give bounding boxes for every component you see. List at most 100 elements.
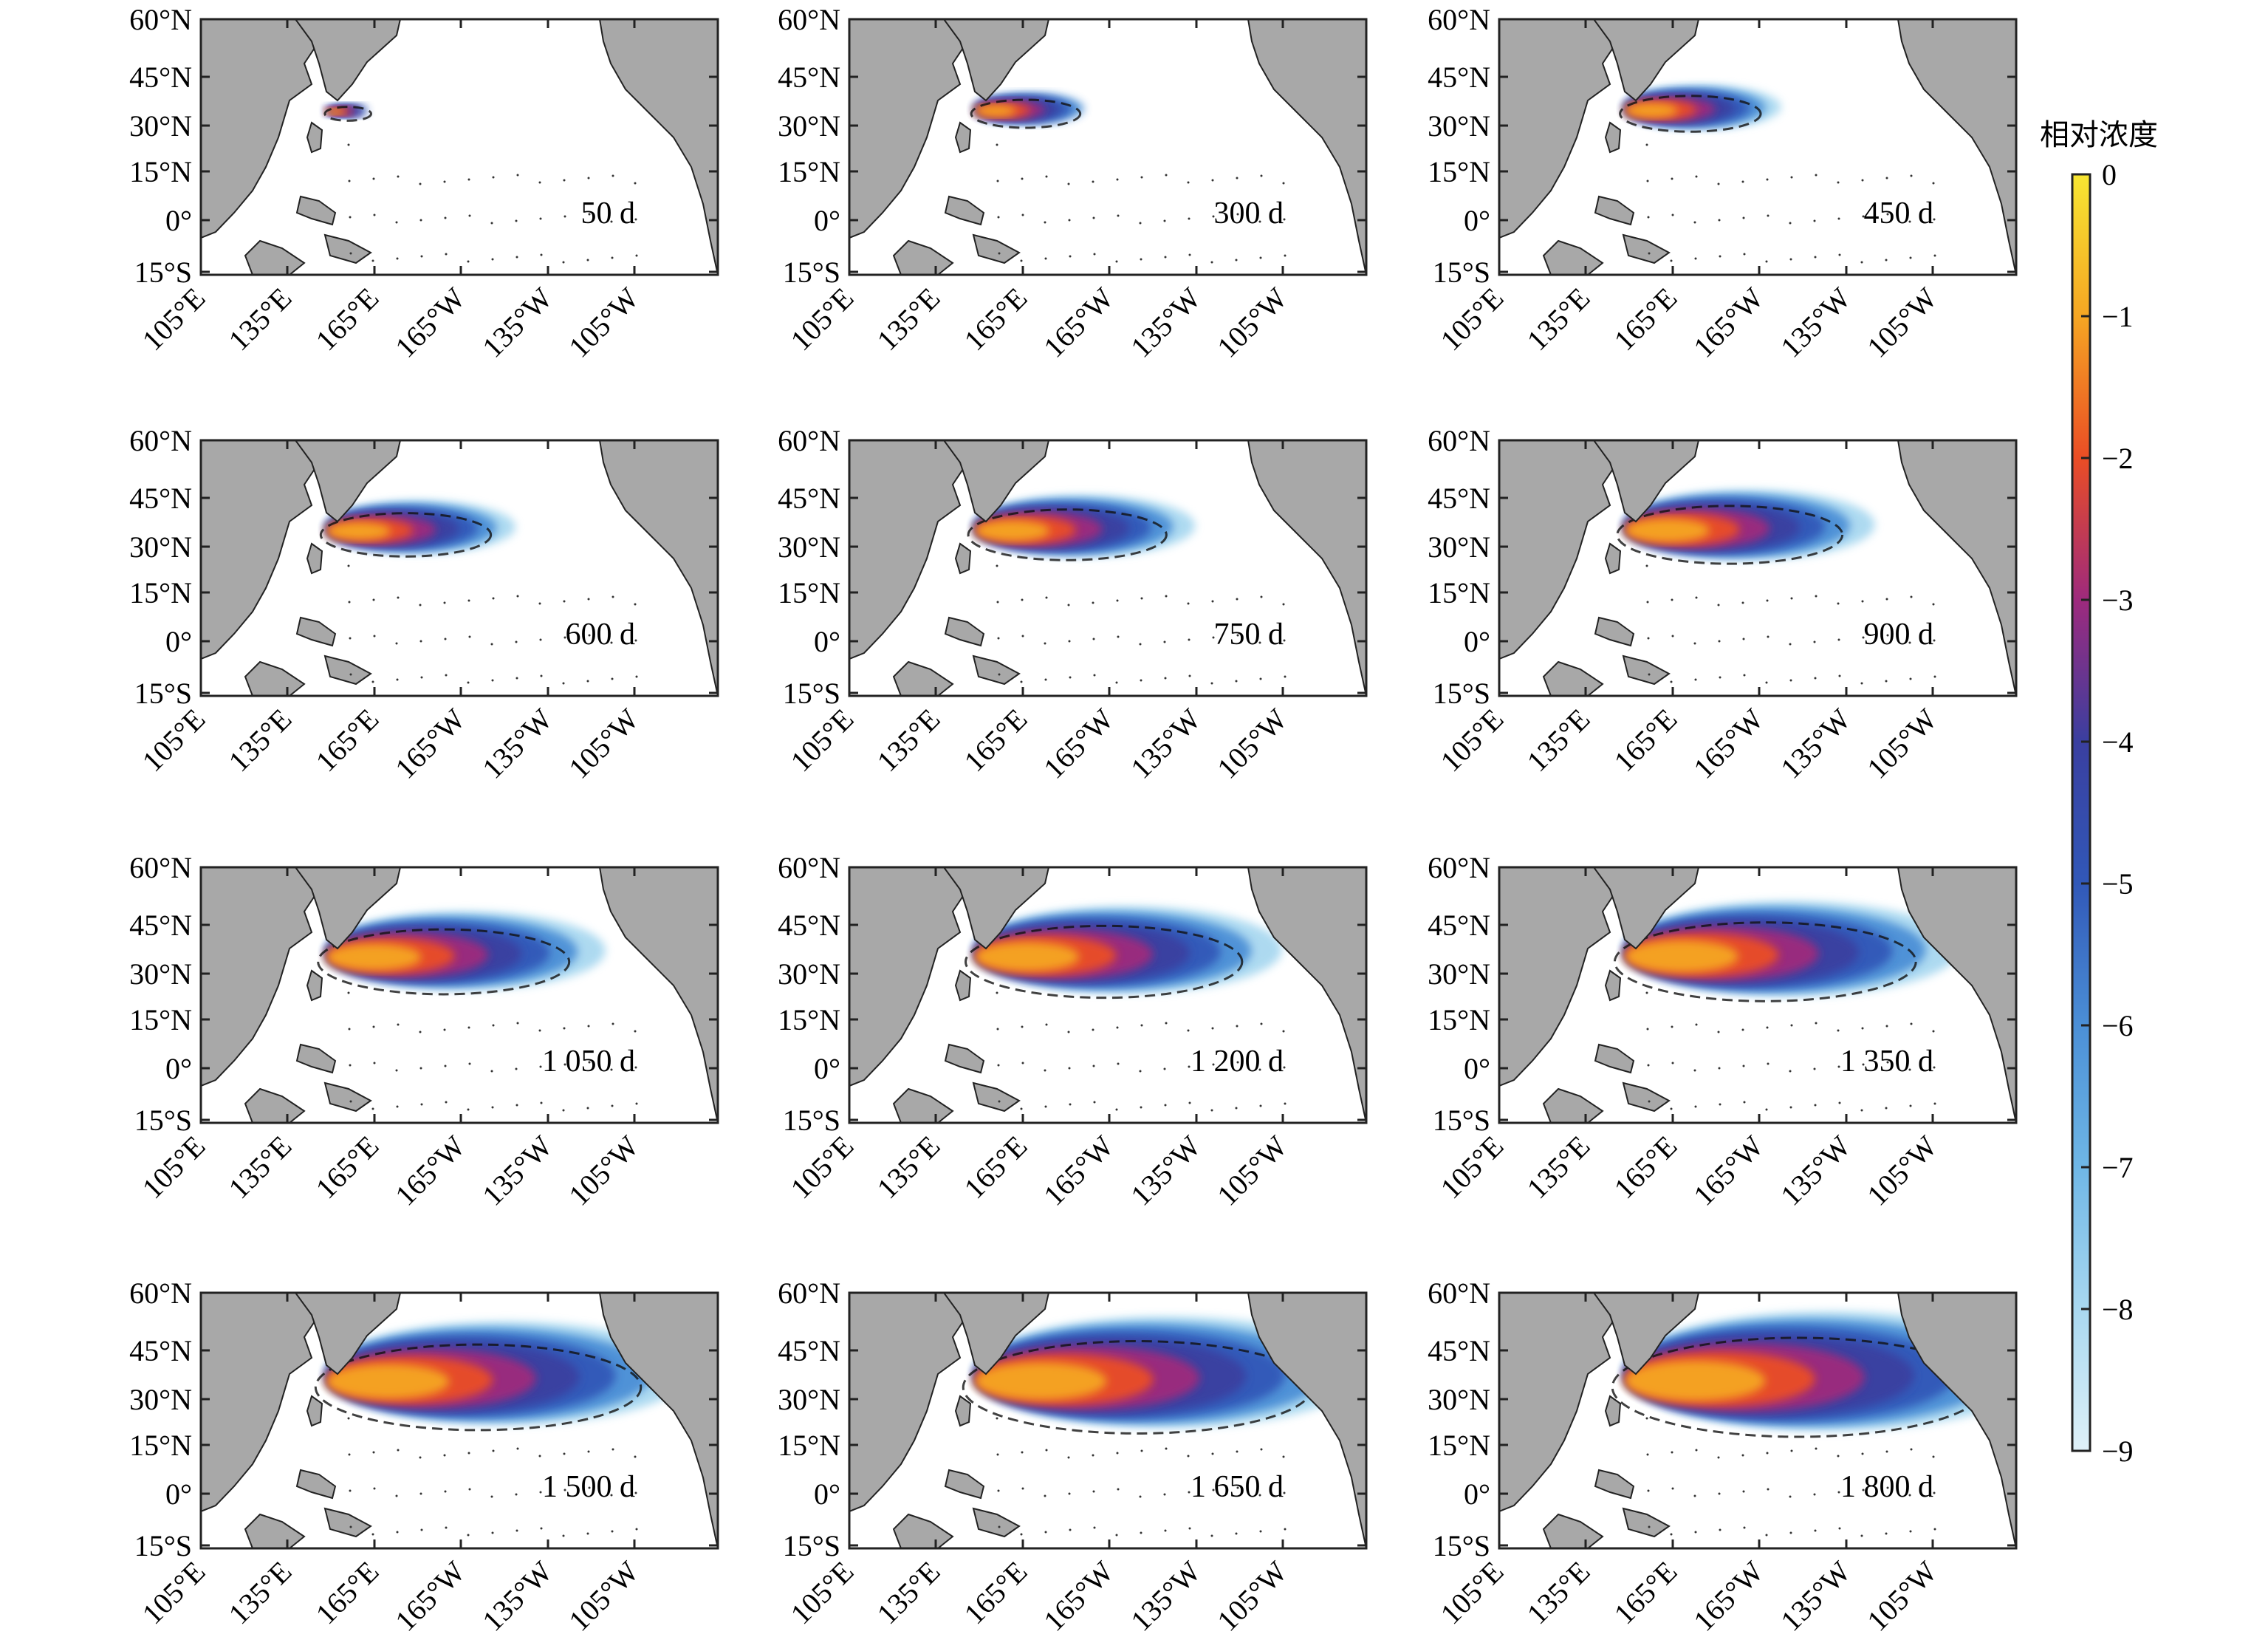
landmass [944,616,985,647]
landmass [942,867,1050,950]
longitude-label: 105°E [1434,703,1510,779]
longitude-label: 105°W [562,1554,645,1637]
concentration-plume [317,912,606,996]
map-frame [1498,18,2018,276]
latitude-label: 0° [165,625,192,658]
landmass [1542,1087,1604,1123]
latitude-label: 15°S [134,256,192,289]
day-label: 600 d [566,618,636,652]
day-label: 1 050 d [542,1045,635,1079]
latitude-label: 45°N [778,482,840,515]
landmass [1897,440,2016,696]
day-label: 750 d [1214,618,1284,652]
concentration-plume [1619,85,1781,133]
latitude-label: 0° [814,204,840,237]
landmass [892,1513,954,1548]
latitude-label: 60°N [129,851,192,884]
map-frame [199,1291,719,1550]
latitude-label: 15°N [1428,576,1490,609]
latitude-label: 30°N [129,530,192,564]
landmass [294,440,402,523]
longitude-label: 165°W [1037,1554,1120,1637]
landmass [244,660,306,696]
map-frame [1498,1291,2018,1550]
landmass [892,1087,954,1123]
map-frame [199,18,719,276]
longitude-label: 165°E [309,1555,386,1631]
latitude-label: 60°N [129,1277,192,1310]
latitude-label: 60°N [778,1277,840,1310]
latitude-label: 45°N [778,61,840,94]
latitude-label: 0° [165,204,192,237]
colorbar-tick-label: 0 [2102,158,2117,191]
concentration-plume [967,495,1196,561]
landmass [954,1395,972,1427]
latitude-label: 15°N [1428,1003,1490,1036]
latitude-label: 60°N [129,424,192,457]
map-frame [848,1291,1368,1550]
latitude-label: 15°N [778,155,840,188]
longitude-label: 135°E [871,1130,947,1206]
latitude-label: 0° [814,1052,840,1085]
longitude-label: 135°E [871,1555,947,1631]
colorbar-tick-label: −6 [2102,1009,2134,1042]
concentration-plume [962,1316,1363,1435]
longitude-label: 165°W [1687,281,1769,363]
longitude-label: 135°W [1774,1129,1857,1211]
landmass [1247,1293,1366,1548]
landmass [944,1469,985,1500]
latitude-label: 15°S [783,677,840,710]
latitude-label: 15°S [134,1529,192,1562]
concentration-plume [1613,901,1960,1002]
longitude-label: 165°E [958,1130,1034,1206]
latitude-label: 60°N [1428,424,1490,457]
landmass [892,660,954,696]
landmass [244,239,306,275]
landmass [942,1293,1050,1375]
colorbar-tick-label: −3 [2102,584,2134,617]
longitude-label: 135°W [1124,702,1207,785]
longitude-label: 105°E [136,703,212,779]
landmass [598,19,718,275]
longitude-label: 165°W [1037,1129,1120,1211]
latitude-label: 45°N [129,61,192,94]
latitude-label: 15°S [1433,256,1490,289]
longitude-label: 105°W [1210,702,1293,785]
landmass [1622,1507,1671,1538]
latitude-label: 60°N [778,851,840,884]
landmass [1622,1081,1671,1113]
latitude-label: 0° [814,1477,840,1511]
landmass [1592,440,1700,523]
landmass [598,867,718,1123]
landmass [1592,1293,1700,1375]
landmass [1542,660,1604,696]
landmass [1247,19,1366,275]
landmass [1247,440,1366,696]
latitude-label: 15°S [783,1104,840,1137]
latitude-label: 0° [1464,204,1490,237]
longitude-label: 105°W [1860,281,1943,363]
landmass [1897,867,2016,1123]
longitude-label: 165°E [1608,1555,1684,1631]
longitude-label: 105°E [1434,1555,1510,1631]
concentration-plume [319,501,515,558]
longitude-label: 135°E [871,703,947,779]
landmass [972,655,1021,686]
longitude-label: 165°E [1608,1130,1684,1206]
latitude-label: 30°N [1428,1383,1490,1416]
latitude-label: 15°N [778,1003,840,1036]
longitude-label: 105°E [136,281,212,358]
landmass [598,1293,718,1548]
landmass [1542,239,1604,275]
concentration-plume [970,93,1084,129]
landmass [295,616,337,647]
latitude-label: 0° [165,1052,192,1085]
latitude-label: 15°S [134,1104,192,1137]
latitude-label: 60°N [1428,3,1490,36]
